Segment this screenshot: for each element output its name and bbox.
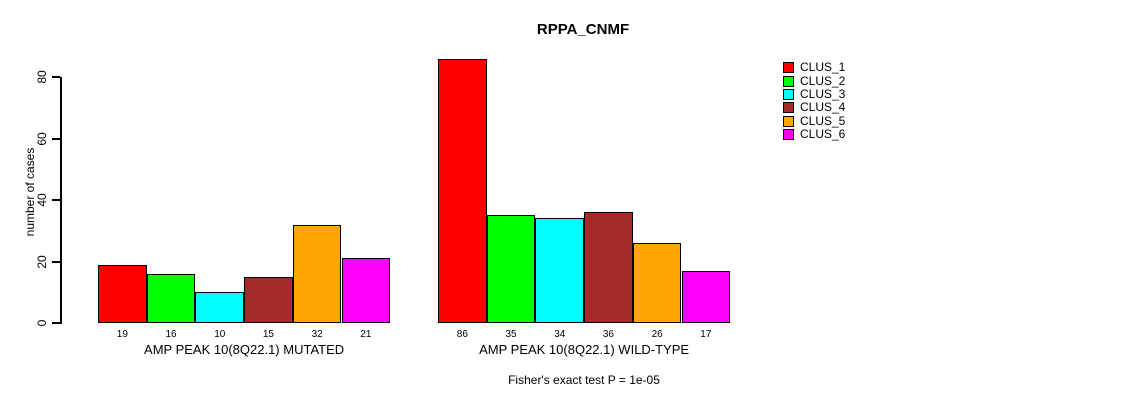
legend-item-clus_3: CLUS_3 [783,86,846,101]
bar-value-label: 36 [602,329,614,340]
bar-value-label: 86 [456,329,468,340]
y-axis-tick-mark [52,76,60,78]
bar-clus_6-group2 [681,270,731,323]
bar-clus_3-group1 [195,292,245,323]
bar-value-label: 34 [554,329,566,340]
bar-clus_5-group1 [292,224,342,323]
y-axis-tick-mark [52,322,60,324]
legend-label: CLUS_2 [800,73,846,88]
legend-label: CLUS_1 [800,60,846,75]
legend-label: CLUS_3 [800,86,846,101]
bar-value-label: 10 [214,329,226,340]
chart-title: RPPA_CNMF [536,21,630,38]
bar-clus_2-group2 [486,215,536,323]
y-axis-tick-mark [52,137,60,140]
bar-value-label: 15 [262,329,274,340]
bar-clus_4-group1 [244,276,293,323]
legend-item-clus_4: CLUS_4 [783,101,845,114]
legend-swatch-icon [783,129,794,141]
group-label-1: AMP PEAK 10(8Q22.1) MUTATED [144,342,345,357]
legend-swatch-icon [783,88,794,100]
legend-label: CLUS_5 [800,113,846,128]
bar-value-label: 35 [505,329,517,340]
legend-item-clus_2: CLUS_2 [783,74,845,87]
legend-item-clus_1: CLUS_1 [783,61,845,74]
bar-clus_1-group1 [98,264,147,323]
group-label-2: AMP PEAK 10(8Q22.1) WILD-TYPE [479,342,690,357]
y-axis-tick-label: 20 [35,254,49,269]
bar-clus_3-group2 [535,218,585,323]
legend-swatch-icon [783,75,794,87]
legend: CLUS_1 CLUS_2 CLUS_3 CLUS_4 CLUS_5 CLUS_6 [783,61,845,141]
bar-clus_5-group2 [632,243,682,323]
legend-label: CLUS_6 [800,127,846,142]
bar-clus_2-group1 [146,273,196,323]
bar-clus_1-group2 [438,58,487,323]
bar-value-label: 21 [360,329,372,340]
y-axis-tick-mark [52,199,60,201]
y-axis-tick-mark [52,260,60,263]
bar-value-label: 17 [700,329,712,340]
bar-value-label: 26 [651,329,663,340]
y-axis-tick-label: 60 [35,131,49,146]
y-axis-tick-label: 0 [35,319,49,327]
legend-label: CLUS_4 [800,100,846,115]
y-axis-tick-label: 40 [35,193,49,207]
bar-clus_4-group2 [584,212,633,323]
legend-swatch-icon [783,62,794,74]
bar-value-label: 19 [116,329,128,340]
fisher-test-footnote: Fisher's exact test P = 1e-05 [508,373,660,387]
bar-clus_6-group1 [341,258,391,323]
legend-item-clus_6: CLUS_6 [783,128,845,141]
y-axis-line [60,77,62,324]
y-axis-title: number of cases [23,147,37,237]
bar-value-label: 16 [165,329,177,340]
legend-swatch-icon [783,115,794,127]
bar-value-label: 32 [311,329,323,340]
legend-swatch-icon [783,102,794,114]
legend-item-clus_5: CLUS_5 [783,113,846,128]
y-axis-tick-label: 80 [35,70,49,84]
